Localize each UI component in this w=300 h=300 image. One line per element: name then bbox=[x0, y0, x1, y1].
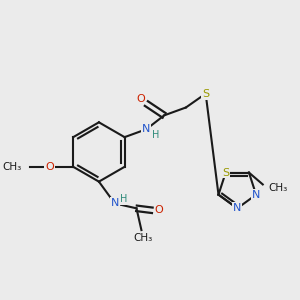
Text: CH₃: CH₃ bbox=[134, 233, 153, 243]
Text: O: O bbox=[155, 205, 164, 215]
Text: N: N bbox=[252, 190, 260, 200]
Text: CH₃: CH₃ bbox=[269, 183, 288, 194]
Text: S: S bbox=[202, 88, 209, 99]
Text: O: O bbox=[45, 162, 54, 172]
Text: N: N bbox=[233, 203, 242, 213]
Text: CH₃: CH₃ bbox=[3, 162, 22, 172]
Text: N: N bbox=[142, 124, 151, 134]
Text: S: S bbox=[222, 168, 229, 178]
Text: H: H bbox=[120, 194, 127, 204]
Text: N: N bbox=[110, 198, 119, 208]
Text: H: H bbox=[152, 130, 159, 140]
Text: O: O bbox=[136, 94, 145, 103]
